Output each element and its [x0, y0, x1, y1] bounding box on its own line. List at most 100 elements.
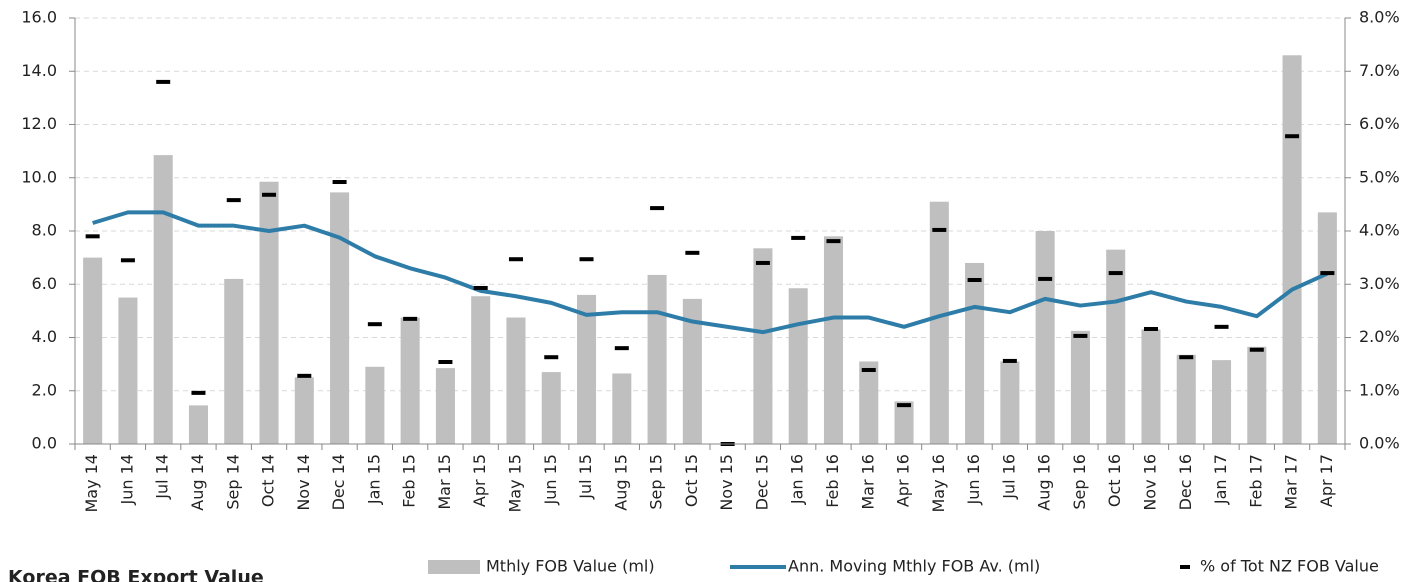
line — [92, 210, 1329, 335]
bar — [965, 262, 985, 444]
marker — [579, 257, 594, 262]
legend-swatch — [1180, 565, 1190, 569]
x-tick-label: Dec 14 — [329, 454, 348, 510]
bar — [294, 377, 314, 444]
marker — [1214, 324, 1229, 329]
x-tick-label: Nov 16 — [1140, 454, 1159, 511]
legend-swatch — [428, 560, 480, 574]
bar — [435, 368, 455, 444]
y2-tick-label: 4.0% — [1359, 221, 1400, 240]
x-tick-label: Oct 14 — [259, 454, 278, 507]
marker — [262, 192, 277, 197]
y-tick-label: 16.0 — [21, 8, 57, 27]
x-tick-label: Oct 15 — [682, 454, 701, 507]
bar — [788, 288, 808, 444]
legend-label: Ann. Moving Mthly FOB Av. (ml) — [788, 557, 1040, 576]
marker — [1179, 355, 1194, 360]
x-tick-label: Aug 14 — [188, 454, 207, 511]
x-tick-label: Jun 16 — [964, 454, 983, 505]
x-tick-label: Jul 15 — [576, 454, 595, 500]
marker — [861, 367, 876, 372]
bar — [471, 296, 491, 444]
bar — [400, 317, 420, 444]
marker — [826, 239, 841, 244]
x-tick-label: Oct 16 — [1105, 454, 1124, 507]
bar — [682, 298, 702, 444]
x-tick-label: Aug 15 — [611, 454, 630, 511]
x-tick-label: Aug 16 — [1035, 454, 1054, 511]
x-tick-label: May 14 — [82, 454, 101, 513]
bar — [1106, 249, 1126, 444]
y2-tick-label: 5.0% — [1359, 167, 1400, 186]
bar — [153, 155, 173, 444]
bar — [859, 361, 879, 444]
bar — [929, 201, 949, 444]
marker — [1002, 358, 1017, 363]
x-tick-label: Sep 14 — [223, 454, 242, 510]
bar — [259, 181, 279, 444]
x-tick-label: Jan 16 — [788, 454, 807, 505]
marker — [967, 277, 982, 282]
bar — [1212, 360, 1232, 444]
marker — [897, 403, 912, 408]
x-tick-label: May 15 — [505, 454, 524, 513]
marker — [1038, 276, 1053, 281]
marker — [544, 355, 559, 360]
y2-tick-label: 3.0% — [1359, 274, 1400, 293]
marker — [508, 257, 523, 262]
y-tick-label: 6.0 — [32, 274, 57, 293]
x-tick-label: Feb 15 — [400, 454, 419, 508]
x-tick-label: Jul 16 — [999, 454, 1018, 500]
marker — [403, 316, 418, 321]
x-tick-label: Nov 15 — [717, 454, 736, 511]
bar — [894, 401, 914, 444]
y-tick-label: 12.0 — [21, 114, 57, 133]
bar — [541, 372, 561, 444]
x-tick-label: Dec 16 — [1176, 454, 1195, 510]
marker — [932, 227, 947, 232]
bar — [1141, 329, 1161, 444]
marker — [367, 322, 382, 327]
x-tick-label: Feb 17 — [1246, 454, 1265, 508]
marker — [1249, 347, 1264, 352]
y2-tick-label: 6.0% — [1359, 114, 1400, 133]
x-tick-label: Jun 14 — [117, 454, 136, 505]
x-tick-label: Mar 17 — [1282, 454, 1301, 510]
legend-label: % of Tot NZ FOB Value — [1200, 557, 1379, 576]
y2-tick-label: 8.0% — [1359, 8, 1400, 27]
x-tick-label: Mar 16 — [858, 454, 877, 510]
y2-tick-label: 1.0% — [1359, 380, 1400, 399]
x-tick-label: May 16 — [929, 454, 948, 513]
bar — [1000, 361, 1020, 444]
y-tick-label: 4.0 — [32, 327, 57, 346]
x-tick-label: Jan 15 — [364, 454, 383, 505]
bar — [1070, 330, 1090, 444]
bar — [823, 236, 843, 444]
marker — [332, 180, 347, 185]
x-tick-label: Jun 15 — [541, 454, 560, 505]
x-tick-label: Apr 17 — [1317, 454, 1336, 507]
y-tick-label: 2.0 — [32, 380, 57, 399]
x-tick-label: Apr 16 — [894, 454, 913, 507]
bar — [1317, 212, 1337, 444]
y-tick-label: 14.0 — [21, 61, 57, 80]
x-tick-label: Sep 15 — [647, 454, 666, 510]
y2-tick-label: 0.0% — [1359, 434, 1400, 453]
bar — [118, 297, 138, 444]
x-tick-label: Nov 14 — [294, 454, 313, 511]
marker — [791, 235, 806, 240]
x-tick-label: Jul 14 — [153, 454, 172, 500]
marker — [438, 359, 453, 364]
marker — [85, 234, 100, 239]
bar — [506, 317, 526, 444]
marker — [1073, 333, 1088, 338]
marker — [1108, 271, 1123, 276]
marker — [156, 79, 171, 84]
bar — [224, 278, 244, 444]
y2-tick-label: 2.0% — [1359, 327, 1400, 346]
marker — [1143, 326, 1158, 331]
marker — [473, 285, 488, 290]
bar — [83, 257, 103, 444]
legend-label: Mthly FOB Value (ml) — [486, 557, 655, 576]
x-tick-label: Dec 15 — [752, 454, 771, 510]
